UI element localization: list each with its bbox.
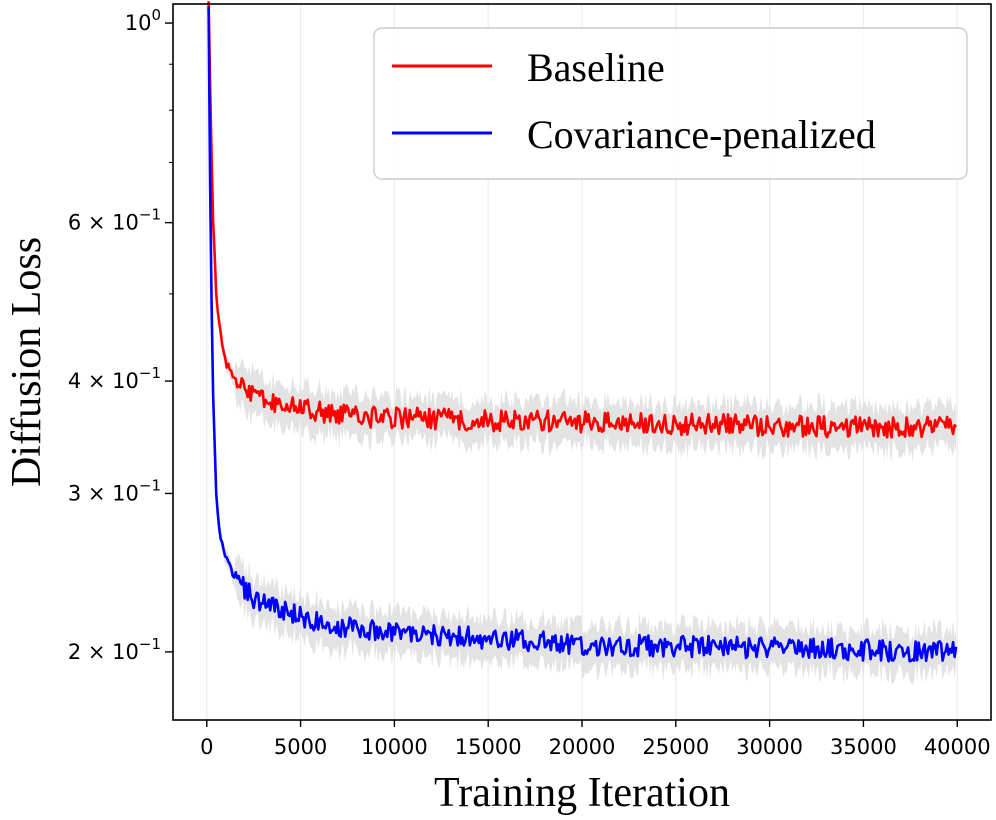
legend: Baseline Covariance-penalized <box>373 27 968 180</box>
legend-box <box>373 27 968 180</box>
x-tick-label: 0 <box>200 735 213 759</box>
x-tick-label: 20000 <box>549 735 616 759</box>
series-lines <box>207 1 958 663</box>
legend-baseline-label: Baseline <box>527 45 665 90</box>
noise-band-baseline <box>208 0 957 462</box>
y-tick-label: 3 × 10−1 <box>68 476 161 505</box>
x-tick-label: 35000 <box>830 735 897 759</box>
x-tick-label: 25000 <box>642 735 709 759</box>
y-axis-title: Diffusion Loss <box>4 237 50 487</box>
x-tick-label: 30000 <box>736 735 803 759</box>
x-axis: 0 5000 10000 15000 20000 25000 30000 35000 40000 <box>200 720 991 759</box>
series-line-covariance <box>207 6 958 663</box>
legend-covariance-label: Covariance-penalized <box>527 112 876 157</box>
x-axis-title: Training Iteration <box>434 770 730 816</box>
x-tick-label: 15000 <box>455 735 522 759</box>
x-tick-label: 5000 <box>274 735 327 759</box>
x-tick-label: 10000 <box>361 735 428 759</box>
x-tick-label: 40000 <box>924 735 991 759</box>
series-line-baseline <box>207 1 958 439</box>
